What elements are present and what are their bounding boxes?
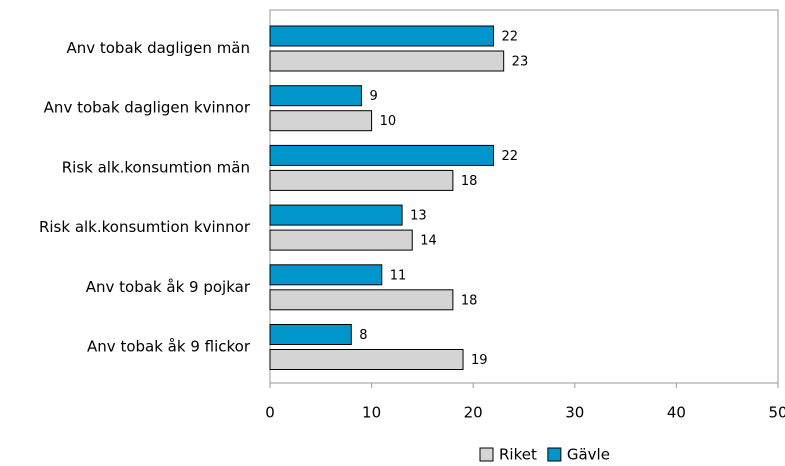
x-tick-label: 30 (565, 404, 584, 422)
plot-frame (269, 9, 779, 384)
legend-label: Gävle (567, 446, 610, 464)
value-label: 8 (359, 328, 367, 343)
x-tick-label: 10 (362, 404, 381, 422)
y-tick-label: Anv tobak åk 9 flickor (87, 338, 251, 356)
value-label: 22 (502, 30, 519, 45)
bar (269, 204, 403, 226)
bar (269, 50, 505, 72)
bar (269, 264, 383, 286)
bar (269, 85, 362, 107)
y-tick-label: Anv tobak åk 9 pojkar (86, 278, 251, 296)
value-label: 22 (502, 149, 519, 164)
x-tick-label: 40 (667, 404, 686, 422)
bar (269, 349, 464, 370)
bar (269, 144, 495, 166)
value-label: 18 (461, 293, 478, 308)
bar (269, 25, 495, 47)
bar (269, 324, 352, 345)
value-label: 19 (471, 353, 488, 368)
y-tick-label: Risk alk.konsumtion kvinnor (39, 218, 251, 236)
y-tick-label: Risk alk.konsumtion män (62, 158, 250, 176)
value-label: 18 (461, 174, 478, 189)
value-label: 10 (380, 114, 397, 129)
bar (269, 110, 373, 132)
value-label: 14 (420, 234, 437, 249)
bar (269, 229, 413, 251)
y-tick-label: Anv tobak dagligen kvinnor (44, 99, 251, 117)
value-label: 9 (369, 89, 377, 104)
value-label: 23 (512, 55, 529, 70)
value-label: 11 (390, 268, 407, 283)
x-tick-label: 0 (265, 404, 275, 422)
x-tick-label: 50 (768, 404, 785, 422)
legend-swatch (479, 447, 494, 462)
legend-label: Riket (499, 446, 537, 464)
bar (269, 289, 454, 311)
value-label: 13 (410, 209, 427, 224)
legend-swatch (547, 447, 562, 462)
y-tick-label: Anv tobak dagligen män (66, 39, 250, 57)
x-tick-label: 20 (464, 404, 483, 422)
bar (269, 169, 454, 191)
